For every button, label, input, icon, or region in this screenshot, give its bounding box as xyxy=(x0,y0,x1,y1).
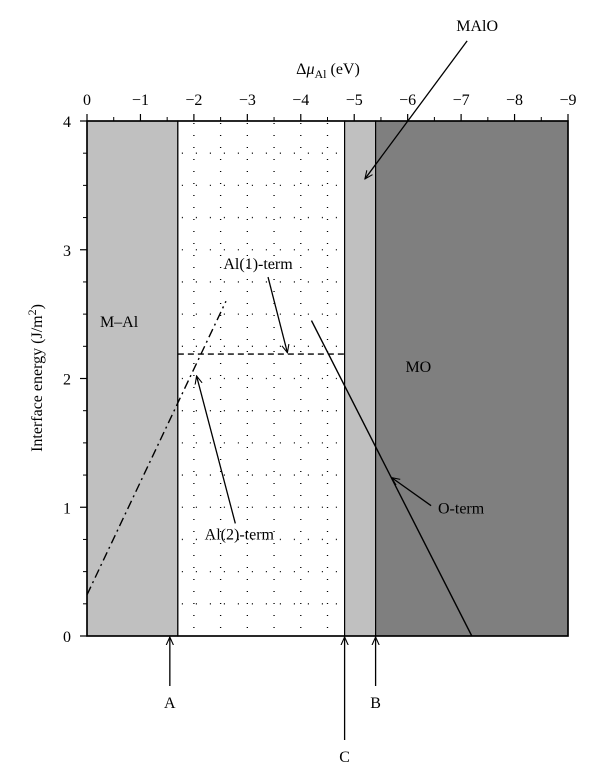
region-label-m-al: M–Al xyxy=(100,314,139,331)
x-tick-label: −6 xyxy=(399,92,416,109)
marker-label-a: A xyxy=(164,695,176,712)
chemical-potential-regions xyxy=(86,120,569,637)
region-malo xyxy=(344,120,377,637)
x-axis-title-mu: μ xyxy=(305,61,314,78)
annotation-al-2-term: Al(2)-term xyxy=(205,526,275,543)
x-tick-label: −5 xyxy=(346,92,363,109)
y-tick-label: 3 xyxy=(63,243,71,260)
x-axis-title-main: Δ xyxy=(296,61,306,78)
x-axis-title-unit: (eV) xyxy=(327,61,360,78)
y-tick-label: 4 xyxy=(63,114,71,131)
y-tick-label: 2 xyxy=(63,372,71,389)
annotation-arrow-malo xyxy=(365,40,468,179)
annotation-arrow-al-2-term xyxy=(197,376,236,524)
region-m-al xyxy=(86,120,179,637)
x-axis-title: ΔμAl (eV) xyxy=(296,61,360,81)
y-axis-title-sup: 2 xyxy=(25,309,39,315)
x-tick-label: −1 xyxy=(132,92,149,109)
region-middle xyxy=(177,120,346,637)
x-tick-label: −9 xyxy=(559,92,576,109)
x-tick-label: −3 xyxy=(239,92,256,109)
marker-label-b: B xyxy=(370,695,381,712)
boundary-markers: A C B xyxy=(164,637,381,766)
region-mo xyxy=(375,120,569,637)
annotation-o-term: O-term xyxy=(438,501,485,518)
annotation-arrow-al-1-term xyxy=(267,276,287,353)
y-axis-title-main: Interface energy (J/m xyxy=(29,315,46,452)
x-tick-label: −2 xyxy=(185,92,202,109)
marker-label-c: C xyxy=(339,749,350,766)
x-axis-title-sub: Al xyxy=(315,67,328,81)
annotation-arrow-o-term xyxy=(392,478,432,507)
x-tick-label: 0 xyxy=(83,92,91,109)
y-axis-title: Interface energy (J/m2) xyxy=(25,304,46,452)
x-tick-label: −8 xyxy=(506,92,523,109)
region-label-mo: MO xyxy=(405,359,431,376)
x-tick-label: −7 xyxy=(453,92,470,109)
axis-ticks: 0 −1 −2 −3 −4 −5 −6 −7 −8 −9 0 1 2 3 4 xyxy=(63,92,577,646)
y-axis-title-close: ) xyxy=(29,304,46,309)
annotation-al-1-term: Al(1)-term xyxy=(223,256,293,273)
y-tick-label: 0 xyxy=(63,629,71,646)
x-tick-label: −4 xyxy=(292,92,309,109)
series-al-2-term xyxy=(86,300,227,596)
y-tick-label: 1 xyxy=(63,500,71,517)
annotation-malo: MAlO xyxy=(456,18,498,35)
annotations: M–Al MO Al(1)-term Al(2)-term O-term MAlO xyxy=(100,18,498,544)
